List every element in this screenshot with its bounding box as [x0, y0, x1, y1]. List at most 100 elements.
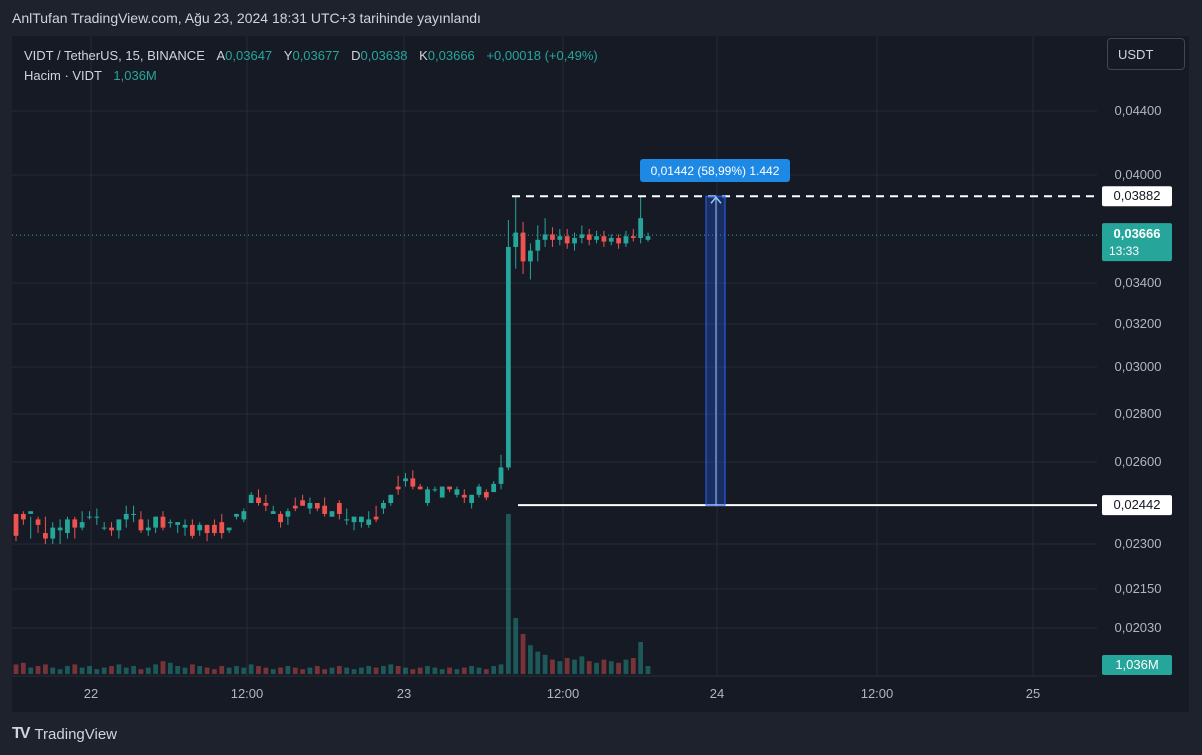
volume-bar	[645, 666, 651, 674]
candle-body	[145, 527, 151, 531]
volume-bar	[594, 662, 599, 674]
candle-body	[586, 234, 592, 240]
currency-button[interactable]: USDT	[1107, 38, 1185, 70]
volume-bar	[226, 667, 232, 674]
volume-bar	[285, 666, 291, 674]
candle-body	[388, 494, 394, 503]
price-tick-label: 0,03200	[1115, 316, 1162, 331]
volume-bar	[439, 669, 445, 674]
candle-body	[263, 503, 269, 506]
volume-bar	[498, 664, 504, 674]
candle-body	[608, 238, 614, 242]
volume-bar	[101, 667, 107, 674]
volume-bar	[476, 667, 482, 674]
volume-bar	[359, 667, 364, 674]
volume-bar	[35, 666, 41, 674]
volume-bar	[87, 666, 92, 674]
candle-body	[226, 527, 232, 531]
volume-bar	[175, 666, 181, 674]
symbol-title[interactable]: VIDT / TetherUS, 15, BINANCE	[24, 48, 205, 63]
volume-bar	[469, 666, 475, 674]
candle-body	[403, 478, 408, 482]
candle-body	[167, 522, 173, 524]
candle-body	[123, 513, 129, 520]
volume-bar	[461, 667, 467, 674]
candle-body	[28, 511, 34, 514]
time-tick-label: 23	[397, 686, 411, 701]
candle-body	[520, 232, 526, 262]
volume-bar	[623, 659, 629, 674]
volume-bar	[13, 664, 19, 674]
candle-body	[594, 236, 599, 240]
price-badge-0-02442: 0,02442	[1114, 497, 1161, 512]
candle-body	[65, 519, 70, 534]
volume-bar	[491, 666, 497, 674]
volume-bar	[241, 667, 247, 674]
volume-bar	[263, 667, 269, 674]
candle-body	[314, 503, 320, 509]
volume-badge-bg	[1102, 655, 1172, 675]
low-label: D	[351, 48, 361, 63]
chart-area[interactable]: 0,01442 (58,99%) 1.442 0,04400 0,04000 0,0…	[12, 36, 1189, 712]
candle-body	[432, 489, 438, 491]
candle-body	[175, 522, 181, 525]
candle-body	[256, 497, 261, 503]
volume-bar	[145, 667, 151, 674]
volume-bar	[138, 669, 144, 674]
countdown-timer: 13:33	[1109, 244, 1139, 258]
volume-bar	[381, 666, 386, 674]
volume-bar	[329, 667, 335, 674]
price-tick-label: 0,02030	[1115, 620, 1162, 635]
candle-body	[35, 519, 41, 525]
candle-body	[79, 522, 85, 528]
candle-body	[351, 516, 357, 523]
volume-label[interactable]: Hacim · VIDT	[24, 68, 102, 83]
candle-body	[623, 236, 629, 244]
volume-bar	[28, 667, 34, 674]
volume-bar	[72, 664, 78, 674]
published-line: AnlTufan TradingView.com, Ağu 23, 2024 1…	[12, 10, 481, 26]
candle-body	[189, 524, 195, 536]
candle-body	[616, 238, 621, 244]
volume-bar	[314, 666, 320, 674]
candle-body	[212, 524, 217, 534]
price-chart[interactable]: 0,01442 (58,99%) 1.442 0,04400 0,04000 0,0…	[12, 36, 1189, 712]
candle-body	[469, 494, 475, 503]
candle-body	[491, 483, 497, 493]
volume-bar	[550, 659, 555, 674]
volume-bar	[542, 654, 548, 674]
candle-body	[50, 527, 56, 539]
volume-bar	[167, 662, 173, 674]
volume-bar	[483, 669, 489, 674]
candle-body	[359, 516, 364, 523]
time-tick-label: 12:00	[547, 686, 580, 701]
price-tick-label: 0,02600	[1115, 454, 1162, 469]
current-price-value: 0,03666	[1114, 226, 1161, 241]
volume-bar	[425, 666, 430, 674]
volume-bar	[182, 667, 188, 674]
volume-bar	[65, 666, 70, 674]
candle-body	[630, 236, 636, 238]
candle-body	[564, 236, 570, 244]
brand-name: TradingView	[34, 725, 117, 743]
candle-body	[94, 516, 100, 518]
candle-body	[572, 238, 577, 244]
volume-bar	[160, 661, 166, 674]
tradingview-logo[interactable]: TV TradingView	[12, 722, 117, 746]
candle-body	[557, 236, 563, 240]
candle-body	[292, 505, 298, 509]
candle-body	[197, 524, 203, 531]
volume-bar	[608, 661, 614, 674]
candle-body	[285, 511, 291, 517]
volume-bar	[94, 669, 100, 674]
volume-bar	[535, 651, 541, 674]
candle-body	[336, 503, 342, 514]
volume-bar	[586, 661, 592, 674]
volume-bar	[388, 664, 394, 674]
volume-bar	[579, 656, 585, 674]
candle-body	[153, 516, 159, 528]
price-tick-label: 0,03400	[1115, 275, 1162, 290]
candle-body	[109, 527, 114, 531]
candle-body	[219, 522, 225, 534]
volume-bar	[131, 666, 136, 674]
